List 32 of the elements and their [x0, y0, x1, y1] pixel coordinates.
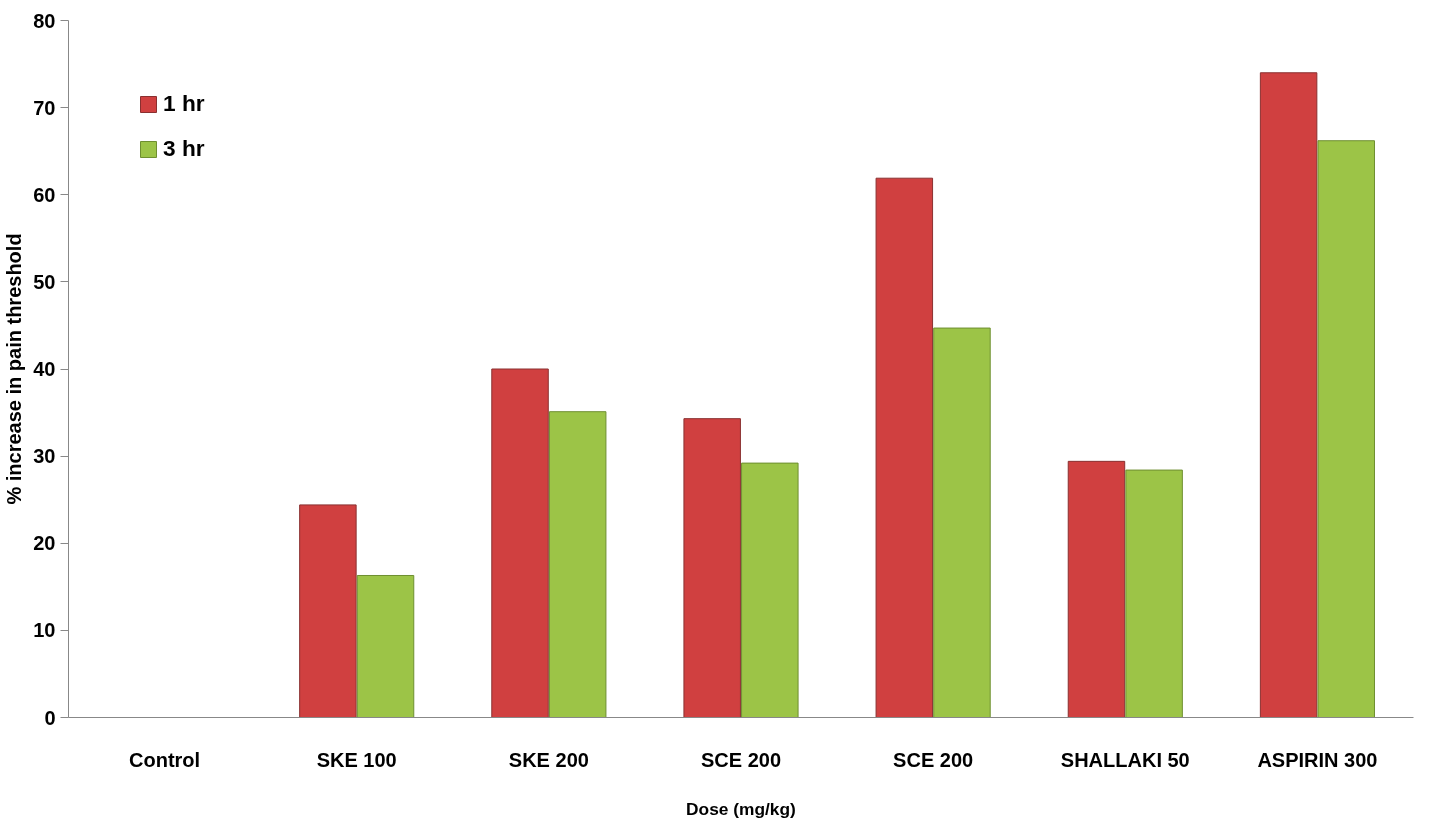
bar [491, 368, 549, 718]
y-tick-label: 20 [33, 532, 56, 555]
x-axis-title: Dose (mg/kg) [686, 798, 796, 819]
legend-label: 3 hr [163, 135, 205, 162]
y-tick-label: 50 [33, 270, 56, 293]
y-tick-label: 40 [33, 358, 56, 380]
y-tick-label: 60 [33, 183, 56, 206]
bar [1067, 460, 1126, 718]
y-axis-title: % increase in pain threshold [3, 233, 26, 505]
x-tick-label: ASPIRIN 300 [1257, 748, 1378, 771]
bar [1259, 72, 1318, 718]
y-tick-label: 10 [33, 619, 56, 642]
y-tick-label: 70 [33, 96, 56, 119]
x-tick-label: SCE 200 [893, 748, 974, 771]
x-tick-label: SHALLAKI 50 [1060, 748, 1190, 771]
bar [741, 462, 799, 718]
bar [548, 411, 607, 718]
x-tick-label: SKE 100 [316, 748, 397, 771]
x-tick-label: SKE 200 [508, 748, 589, 771]
x-tick-label: SCE 200 [700, 748, 782, 771]
bar [299, 504, 357, 718]
bar [1125, 469, 1183, 718]
y-tick-label: 80 [33, 9, 56, 32]
x-tick-label: Control [129, 748, 201, 771]
y-tick-label: 30 [33, 445, 56, 468]
y-tick-label: 0 [44, 706, 56, 729]
bar [683, 418, 741, 718]
bar [356, 574, 415, 718]
legend-label: 1 hr [163, 90, 205, 117]
bar [875, 177, 934, 718]
bar [933, 327, 991, 718]
bar [1317, 140, 1375, 718]
